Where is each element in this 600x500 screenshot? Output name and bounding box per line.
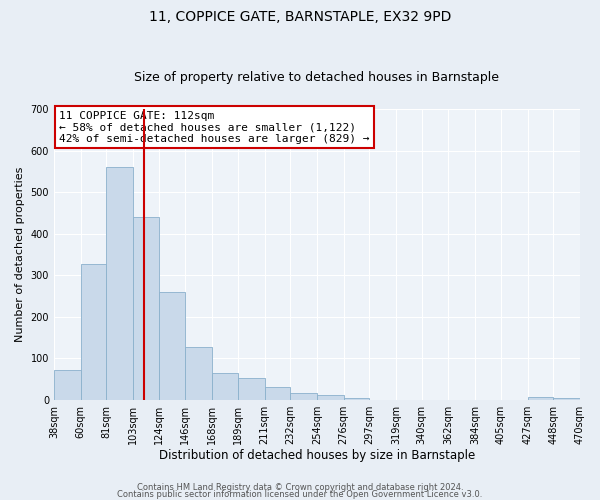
Bar [527, 397, 553, 400]
X-axis label: Distribution of detached houses by size in Barnstaple: Distribution of detached houses by size … [159, 450, 475, 462]
Text: 11 COPPICE GATE: 112sqm
← 58% of detached houses are smaller (1,122)
42% of semi: 11 COPPICE GATE: 112sqm ← 58% of detache… [59, 110, 370, 144]
Bar [158, 292, 185, 400]
Text: Contains public sector information licensed under the Open Government Licence v3: Contains public sector information licen… [118, 490, 482, 499]
Bar [553, 398, 580, 400]
Bar [317, 395, 344, 400]
Bar [212, 372, 238, 400]
Bar [106, 168, 133, 400]
Text: 11, COPPICE GATE, BARNSTAPLE, EX32 9PD: 11, COPPICE GATE, BARNSTAPLE, EX32 9PD [149, 10, 451, 24]
Bar [265, 388, 290, 400]
Bar [133, 217, 158, 400]
Bar [81, 264, 106, 400]
Bar [344, 398, 370, 400]
Bar [290, 392, 317, 400]
Bar [185, 346, 212, 400]
Text: Contains HM Land Registry data © Crown copyright and database right 2024.: Contains HM Land Registry data © Crown c… [137, 484, 463, 492]
Bar [238, 378, 265, 400]
Title: Size of property relative to detached houses in Barnstaple: Size of property relative to detached ho… [134, 72, 499, 85]
Bar [54, 370, 81, 400]
Y-axis label: Number of detached properties: Number of detached properties [15, 167, 25, 342]
